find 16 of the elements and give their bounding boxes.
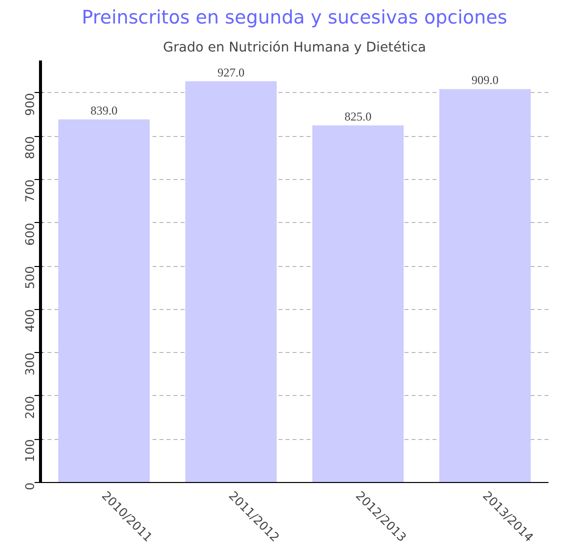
chart-title: Preinscritos en segunda y sucesivas opciones <box>82 8 508 28</box>
chart-subtitle: Grado en Nutrición Humana y Dietética <box>162 40 426 56</box>
y-tick-label: 200 <box>23 396 37 419</box>
y-tick-label: 100 <box>23 439 37 462</box>
y-tick-label: 500 <box>23 266 37 289</box>
data-label: 825.0 <box>344 109 372 124</box>
y-tick-label: 800 <box>23 136 37 160</box>
y-tick-label: 400 <box>23 309 37 332</box>
data-label: 839.0 <box>90 103 118 118</box>
y-tick-label: 700 <box>23 180 37 202</box>
y-tick-label: 600 <box>23 222 37 246</box>
data-label: 909.0 <box>472 73 498 88</box>
y-tick-label: 900 <box>23 92 37 116</box>
y-tick-label: 0 <box>23 482 37 490</box>
data-label: 927.0 <box>218 65 244 80</box>
y-tick-label: 300 <box>23 352 37 376</box>
